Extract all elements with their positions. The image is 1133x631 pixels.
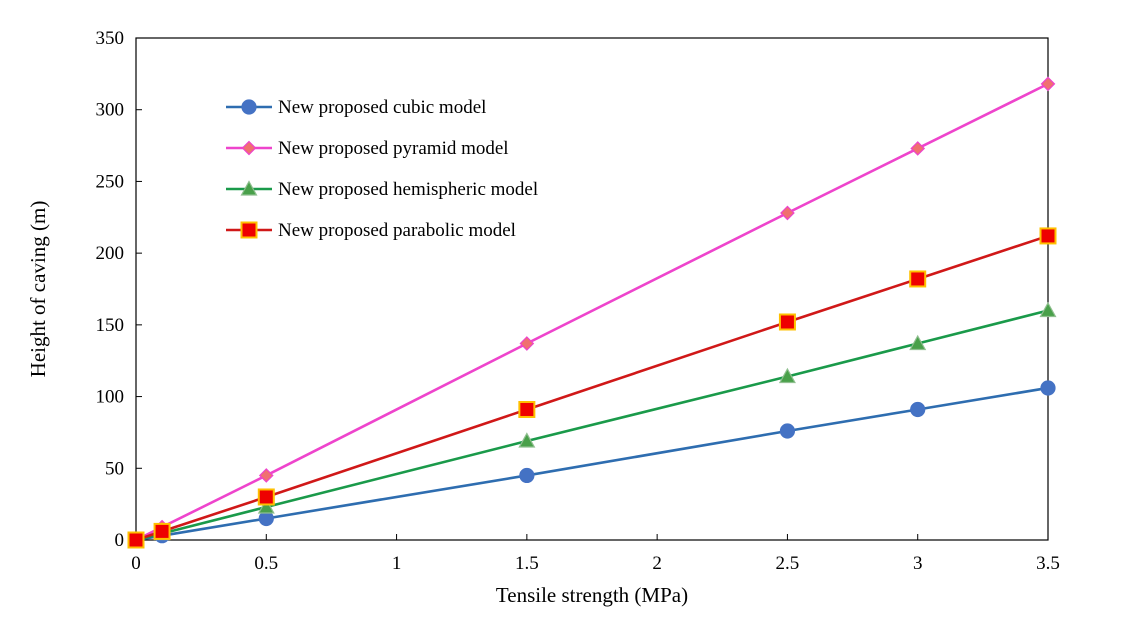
x-tick-label: 0 xyxy=(131,553,141,574)
data-point-series-2 xyxy=(780,205,795,221)
legend-label-1: New proposed cubic model xyxy=(278,97,486,118)
legend-label-3: New proposed hemispheric model xyxy=(278,179,538,200)
x-tick-label: 2 xyxy=(652,553,662,574)
x-tick-label: 3.5 xyxy=(1036,553,1060,574)
data-point-series-4 xyxy=(909,270,927,288)
y-tick-label: 300 xyxy=(96,100,125,121)
data-point-series-3 xyxy=(909,334,927,351)
legend-marker-3 xyxy=(240,180,258,196)
legend-marker-2 xyxy=(241,140,257,156)
data-point-series-3 xyxy=(778,367,796,384)
y-tick-label: 200 xyxy=(96,243,125,264)
data-point-series-4 xyxy=(778,313,796,331)
data-point-series-2 xyxy=(910,141,926,156)
data-point-series-3 xyxy=(257,498,275,514)
plot-frame xyxy=(135,37,1049,541)
data-point-series-2 xyxy=(258,468,274,483)
data-point-series-4 xyxy=(1039,227,1057,245)
x-axis-title: Tensile strength (MPa) xyxy=(496,583,688,607)
plot-area-border xyxy=(135,37,1049,541)
y-tick-label: 100 xyxy=(96,387,125,408)
x-tick-label: 1.5 xyxy=(515,553,539,574)
data-point-series-2 xyxy=(1040,76,1056,92)
x-axis-ticks: 0 0.5 1 1.5 2 2.5 3 3.5 xyxy=(131,534,1060,574)
legend-label-2: New proposed pyramid model xyxy=(278,138,509,159)
data-point-series-1 xyxy=(910,401,926,418)
data-point-series-4 xyxy=(127,531,145,549)
x-tick-label: 2.5 xyxy=(776,553,800,574)
y-tick-label: 150 xyxy=(96,315,125,336)
y-tick-label: 350 xyxy=(96,28,125,49)
data-point-series-1 xyxy=(779,423,796,439)
data-point-series-1 xyxy=(1040,380,1056,396)
y-axis-title: Height of caving (m) xyxy=(26,201,50,378)
y-tick-label: 50 xyxy=(105,458,124,479)
data-point-series-4 xyxy=(518,400,536,418)
data-point-series-3 xyxy=(518,432,536,448)
legend-marker-1 xyxy=(241,99,257,115)
data-point-series-2 xyxy=(519,336,535,351)
y-tick-label: 250 xyxy=(96,171,125,192)
data-point-series-3 xyxy=(1039,301,1057,318)
x-tick-label: 1 xyxy=(392,553,402,574)
legend-label-4: New proposed parabolic model xyxy=(278,220,516,241)
series-markers xyxy=(127,76,1057,549)
legend-marker-4 xyxy=(240,221,258,239)
x-tick-label: 3 xyxy=(913,553,923,574)
data-point-series-1 xyxy=(519,467,535,484)
y-axis-ticks: 0 50 100 150 200 250 300 350 xyxy=(96,28,142,551)
data-point-series-4 xyxy=(257,488,275,506)
data-point-series-4 xyxy=(153,522,171,540)
legend: New proposed cubic model New proposed pyr… xyxy=(226,97,538,241)
y-tick-label: 0 xyxy=(115,530,125,551)
x-tick-label: 0.5 xyxy=(254,553,278,574)
